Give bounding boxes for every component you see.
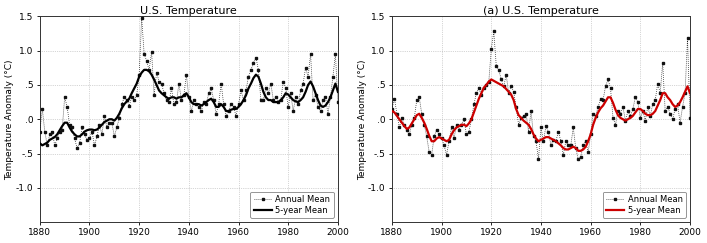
Y-axis label: Temperature Anomaly (°C): Temperature Anomaly (°C) — [6, 59, 15, 180]
Line: 5-year Mean: 5-year Mean — [392, 79, 690, 151]
5-year Mean — [671, 105, 679, 108]
5-year Mean — [107, 118, 116, 121]
5-year Mean — [517, 116, 525, 119]
5-year Mean — [487, 78, 496, 81]
5-year Mean — [227, 108, 235, 111]
5-year Mean — [686, 92, 694, 95]
5-year Mean — [168, 96, 176, 99]
5-year Mean — [574, 149, 583, 152]
Annual Mean — [137, 16, 146, 19]
5-year Mean — [140, 68, 148, 71]
Y-axis label: Temperature Anomaly (°C): Temperature Anomaly (°C) — [358, 59, 367, 180]
Line: Annual Mean: Annual Mean — [390, 30, 691, 160]
5-year Mean — [579, 148, 588, 151]
5-year Mean — [68, 130, 76, 133]
Annual Mean — [65, 123, 74, 126]
Legend: Annual Mean, 5-year Mean: Annual Mean, 5-year Mean — [250, 192, 334, 218]
Annual Mean — [242, 89, 250, 92]
Annual Mean — [319, 99, 327, 102]
Annual Mean — [387, 107, 396, 110]
Annual Mean — [457, 123, 466, 126]
5-year Mean — [242, 94, 250, 97]
5-year Mean — [594, 111, 602, 114]
5-year Mean — [334, 90, 342, 93]
Annual Mean — [686, 116, 694, 119]
5-year Mean — [35, 142, 44, 145]
5-year Mean — [38, 144, 47, 147]
Title: (a) U.S. Temperature: (a) U.S. Temperature — [483, 6, 599, 16]
5-year Mean — [387, 110, 396, 113]
Annual Mean — [671, 107, 679, 110]
Line: 5-year Mean: 5-year Mean — [40, 70, 338, 145]
Annual Mean — [227, 103, 235, 106]
5-year Mean — [319, 105, 327, 108]
Annual Mean — [534, 158, 543, 161]
Annual Mean — [579, 144, 588, 147]
Title: U.S. Temperature: U.S. Temperature — [141, 6, 238, 16]
Annual Mean — [517, 116, 525, 119]
Annual Mean — [489, 30, 498, 33]
Annual Mean — [73, 147, 81, 149]
5-year Mean — [457, 123, 466, 126]
Annual Mean — [35, 130, 44, 133]
Annual Mean — [418, 112, 426, 115]
Annual Mean — [334, 101, 342, 104]
Annual Mean — [168, 87, 176, 90]
Legend: Annual Mean, 5-year Mean: Annual Mean, 5-year Mean — [602, 192, 686, 218]
Annual Mean — [594, 105, 602, 108]
Line: Annual Mean: Annual Mean — [38, 16, 339, 149]
Annual Mean — [107, 121, 116, 124]
5-year Mean — [418, 116, 426, 119]
